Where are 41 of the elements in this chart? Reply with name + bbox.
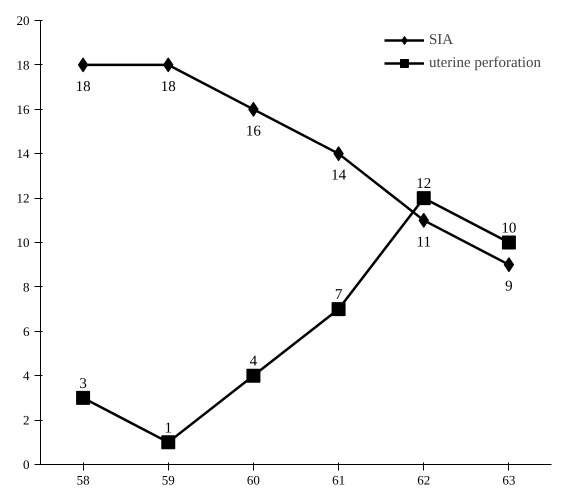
data-label: 18	[76, 78, 91, 95]
y-tick-label: 10	[16, 235, 30, 250]
x-tick-label: 63	[502, 472, 516, 488]
data-label: 18	[160, 78, 176, 95]
x-tick-label: 58	[76, 472, 90, 488]
y-tick-label: 6	[23, 324, 30, 339]
y-tick-label: 12	[16, 190, 30, 206]
data-label: 16	[246, 123, 262, 140]
x-tick-label: 62	[417, 472, 430, 488]
data-label: 3	[79, 376, 87, 392]
y-tick-label: 8	[23, 279, 30, 294]
data-label: 14	[331, 168, 347, 184]
y-tick-label: 20	[16, 13, 30, 28]
data-label: 7	[334, 287, 343, 304]
y-tick-label: 16	[16, 102, 30, 117]
point	[332, 302, 346, 316]
data-label: 1	[164, 420, 172, 436]
data-label: 10	[501, 220, 516, 236]
x-tick-label: 60	[246, 472, 260, 488]
y-tick-label: 18	[16, 57, 30, 72]
x-tick-label: 61	[332, 472, 346, 488]
point	[76, 390, 90, 405]
point	[78, 57, 88, 72]
point	[161, 435, 176, 450]
point	[333, 146, 344, 162]
point	[246, 368, 260, 383]
x-tick-label: 59	[162, 472, 175, 488]
point	[502, 236, 516, 250]
data-label: 4	[250, 354, 258, 370]
point	[416, 191, 431, 206]
y-tick-label: 2	[23, 412, 30, 428]
point	[248, 102, 259, 117]
y-tick-label: 14	[16, 146, 30, 162]
data-label: 12	[416, 176, 432, 192]
data-label: 11	[416, 234, 431, 250]
legend-label: SIA	[428, 32, 454, 48]
legend-label: uterine perforation	[428, 54, 541, 72]
y-tick-label: 4	[23, 368, 30, 384]
data-label: 9	[505, 278, 513, 295]
y-tick-label: 0	[23, 457, 30, 472]
point	[504, 257, 514, 272]
